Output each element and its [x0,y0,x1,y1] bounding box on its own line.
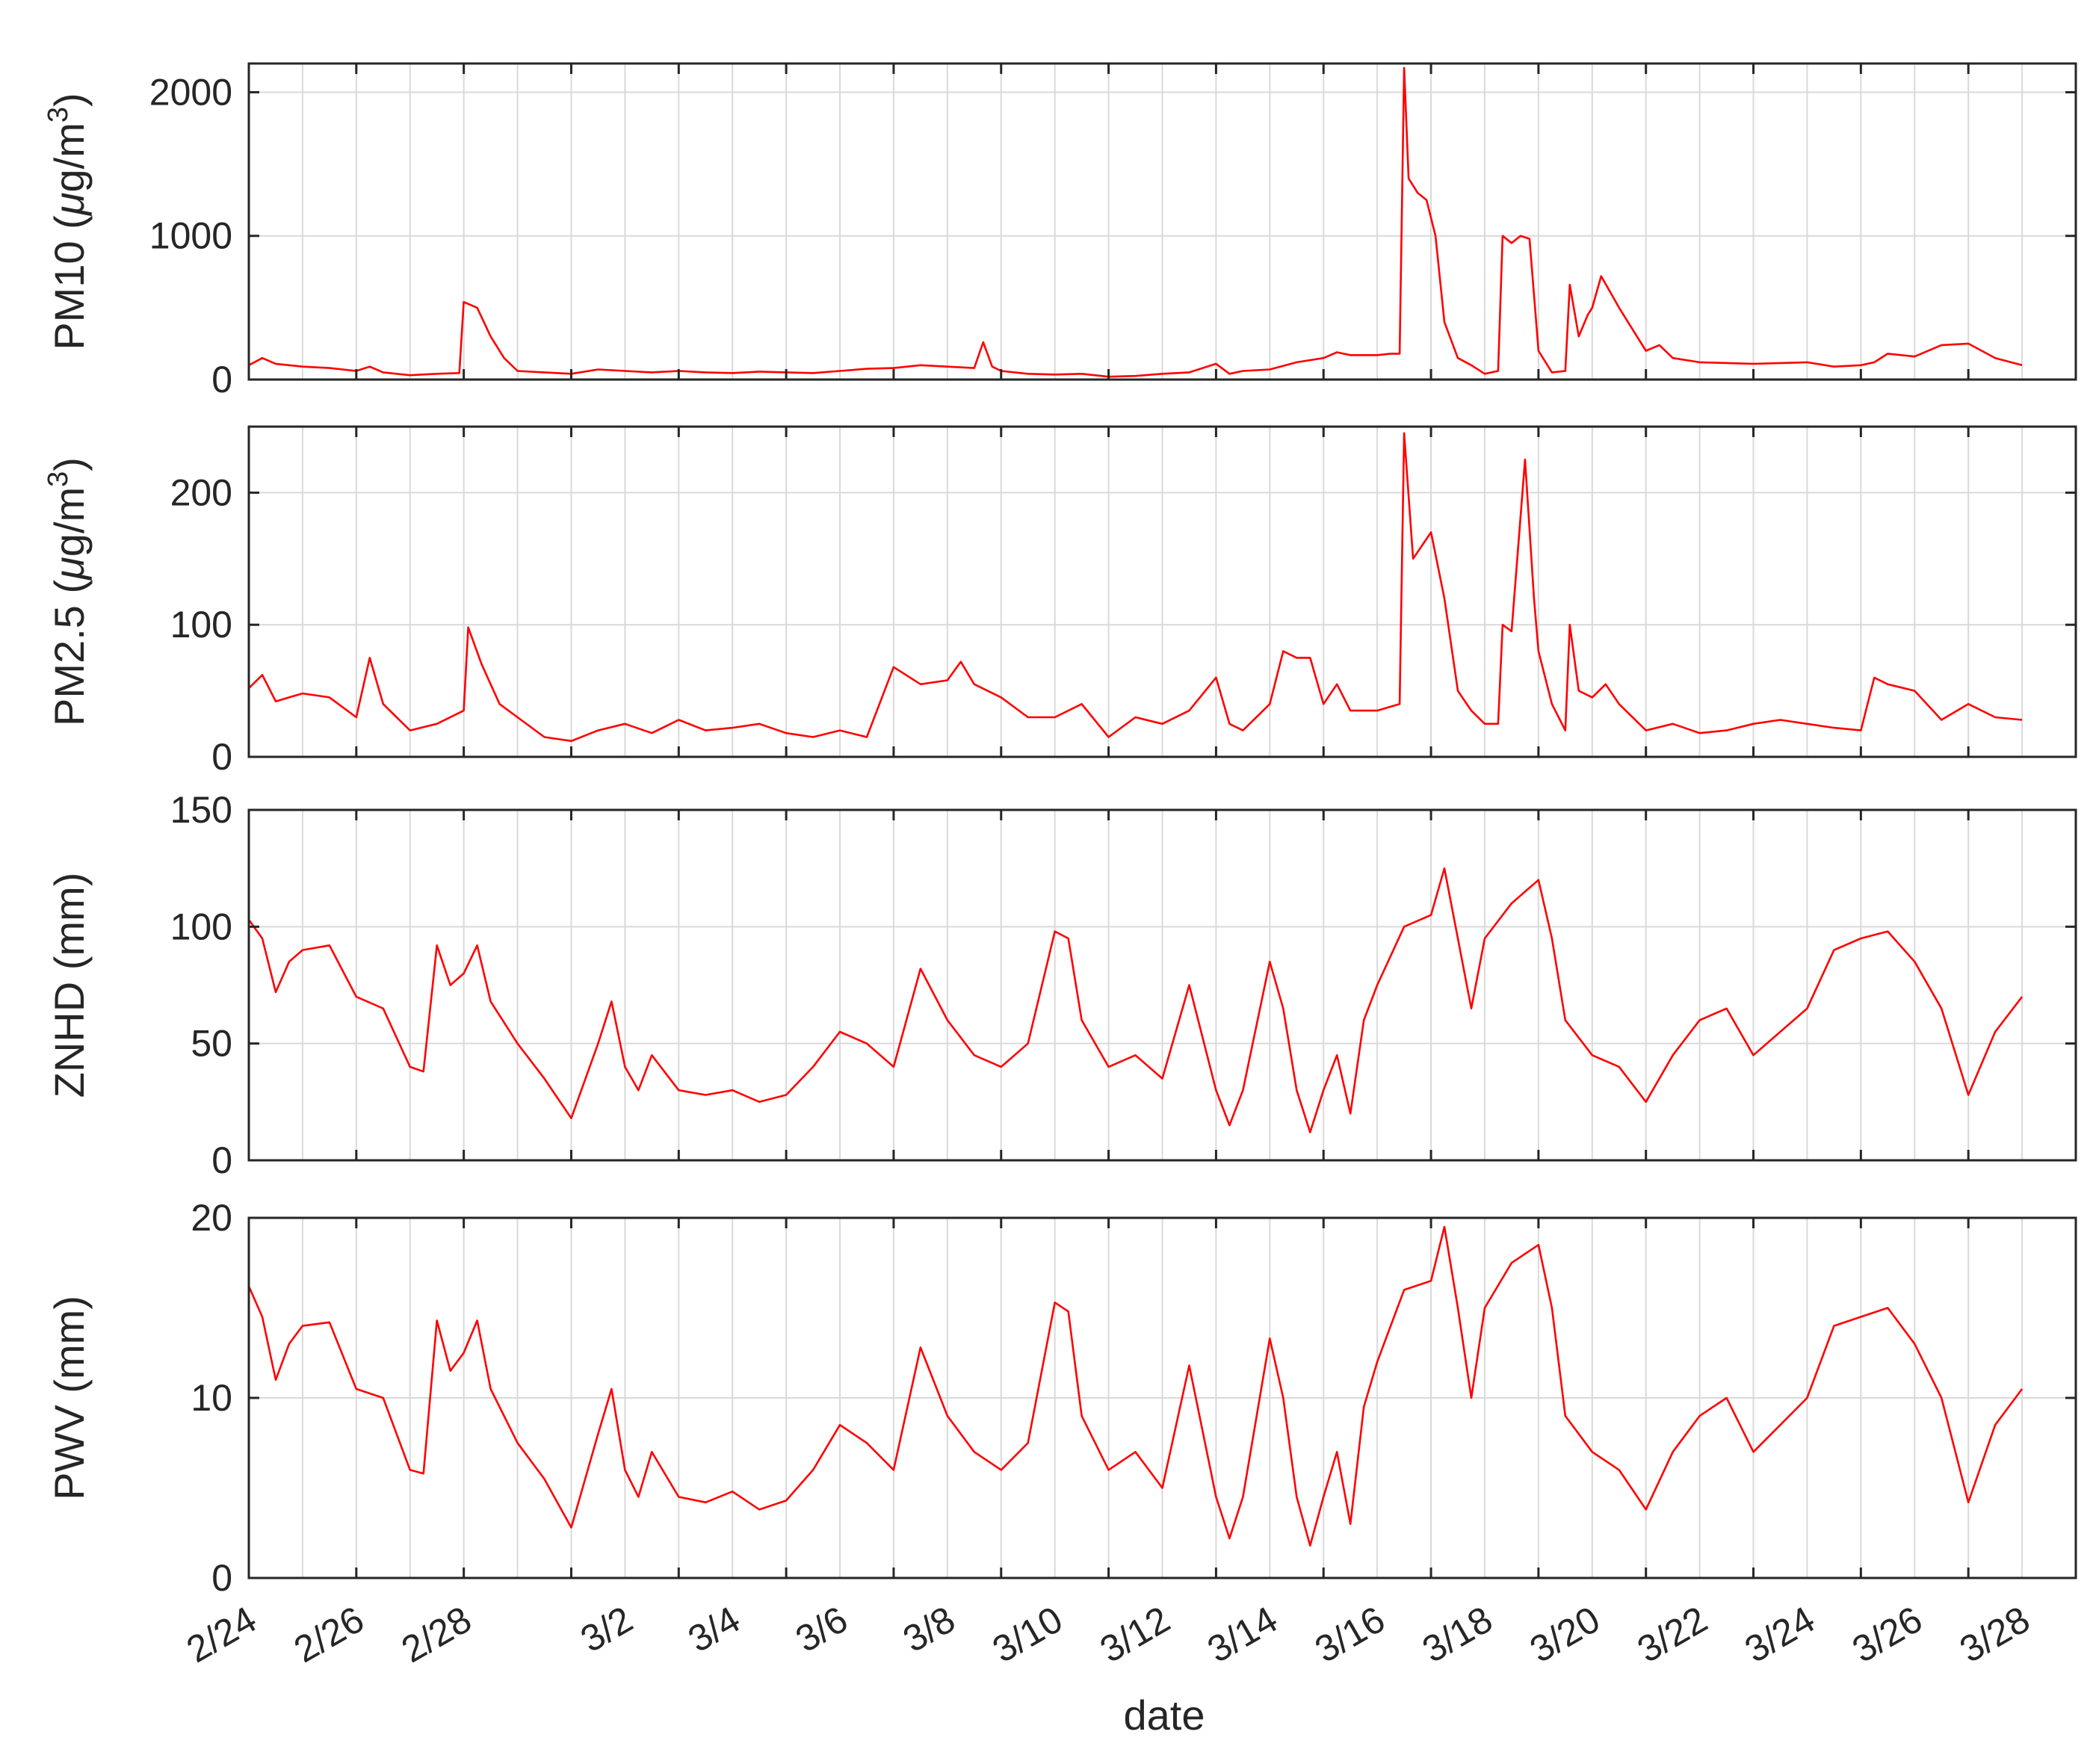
x-tick-label: 3/28 [1953,1598,2036,1671]
series-line-pm10 [248,66,2023,378]
y-tick-label: 150 [170,789,232,831]
panel-znhd: 0 50 100 150 ZNHD (mm) [46,789,2077,1181]
x-tick-label: 2/28 [395,1598,478,1671]
panel-pm10: 0 1000 2000 PM10 (μg/m3) [43,62,2077,400]
x-tick-label: 3/16 [1308,1598,1391,1671]
x-tick-label: 3/12 [1093,1598,1177,1671]
x-tick-label: 3/22 [1630,1598,1714,1671]
x-tick-label: 3/18 [1415,1598,1499,1671]
x-tick-label: 3/8 [896,1598,962,1660]
y-tick-label: 100 [170,906,232,947]
y-tick-label: 1000 [149,215,232,257]
x-tick-labels: 2/24 2/26 2/28 3/2 3/4 3/6 3/8 3/10 3/12 3/14 3/16… [179,1598,2036,1671]
y-tick-label: 50 [191,1023,232,1065]
y-tick-label: 0 [211,359,232,400]
x-tick-label: 3/10 [986,1598,1069,1671]
y-tick-label: 100 [170,604,232,646]
y-tick-label: 2000 [149,71,232,113]
y-axis-label: PM2.5 (μg/m3) [43,457,93,726]
y-tick-label: 20 [191,1197,232,1239]
x-tick-label: 3/14 [1201,1598,1284,1671]
axes-frame [247,425,2077,758]
x-tick-label: 3/6 [788,1598,854,1660]
y-tick-label: 0 [211,736,232,778]
series-line-pwv [247,1225,2024,1547]
x-tick-label: 2/26 [287,1598,371,1671]
y-tick-label: 0 [211,1557,232,1599]
axes-frame [247,808,2077,1162]
y-tick-label: 10 [191,1377,232,1419]
x-tick-label: 3/4 [681,1598,747,1660]
x-tick-label: 3/20 [1523,1598,1607,1671]
series-line-pm25 [248,432,2023,743]
panel-pwv: 0 10 20 PWV (mm) [46,1197,2077,1599]
y-tick-label: 0 [211,1139,232,1181]
y-axis-label: ZNHD (mm) [46,873,93,1098]
y-axis-label: PWV (mm) [46,1296,93,1500]
series-line-znhd [247,867,2024,1133]
x-tick-label: 3/24 [1738,1598,1822,1671]
y-axis-label: PM10 (μg/m3) [43,93,93,350]
x-tick-label: 3/2 [574,1598,640,1660]
x-axis-label: date [1124,1692,1205,1739]
x-tick-label: 2/24 [179,1598,263,1671]
axes-frame [247,62,2077,381]
y-tick-label: 200 [170,471,232,513]
panel-pm25: 0 100 200 PM2.5 (μg/m3) [43,425,2077,778]
x-tick-label: 3/26 [1845,1598,1929,1671]
